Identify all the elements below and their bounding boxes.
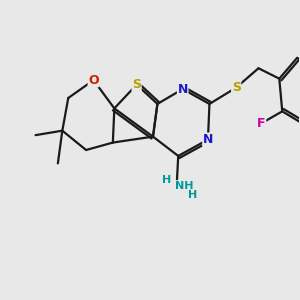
- Text: N: N: [178, 82, 188, 96]
- Text: N: N: [203, 133, 213, 146]
- Text: NH: NH: [175, 181, 194, 191]
- Text: H: H: [162, 175, 171, 185]
- Text: O: O: [88, 74, 99, 87]
- Text: S: S: [132, 78, 141, 91]
- Text: H: H: [188, 190, 198, 200]
- Text: S: S: [232, 81, 241, 94]
- Text: F: F: [257, 117, 266, 130]
